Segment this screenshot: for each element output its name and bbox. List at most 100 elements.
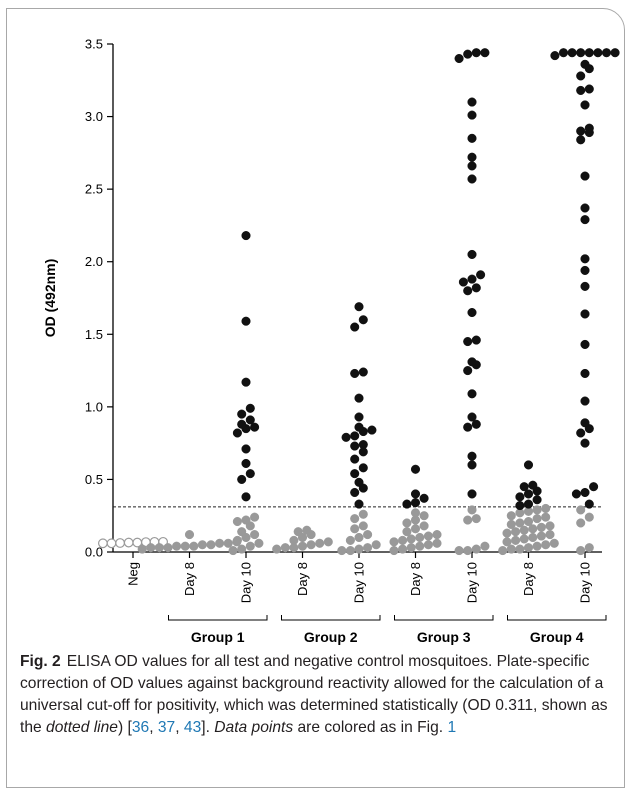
- data-point: [458, 277, 468, 287]
- data-point: [506, 511, 516, 521]
- data-point: [471, 514, 481, 524]
- data-point: [245, 469, 255, 479]
- data-point: [354, 422, 364, 432]
- data-point: [580, 309, 590, 319]
- y-tick-label: 0.0: [85, 545, 103, 560]
- data-point: [463, 515, 473, 525]
- data-point: [358, 463, 368, 473]
- x-tick-label: Day 10: [578, 562, 593, 603]
- data-point: [97, 538, 108, 549]
- data-point: [358, 521, 368, 531]
- data-point: [323, 537, 333, 547]
- data-point: [523, 543, 534, 553]
- data-point: [471, 48, 481, 58]
- data-point: [467, 307, 477, 318]
- citation-link[interactable]: 37: [157, 719, 176, 736]
- data-point: [589, 482, 599, 492]
- caption-italic: Data points: [214, 719, 294, 736]
- x-tick-label: Day 8: [521, 562, 536, 596]
- data-point: [584, 84, 594, 94]
- data-point: [502, 537, 512, 547]
- data-point: [467, 451, 477, 461]
- data-point: [571, 489, 581, 499]
- data-point: [354, 393, 364, 403]
- data-point: [467, 161, 477, 171]
- data-point: [528, 532, 538, 543]
- data-point: [454, 53, 464, 64]
- data-point: [576, 545, 586, 556]
- data-point: [576, 135, 586, 145]
- group-label: Group 1: [191, 629, 245, 645]
- data-point: [541, 512, 551, 522]
- data-point: [350, 368, 360, 379]
- data-point: [467, 174, 477, 184]
- y-axis-title: OD (492nm): [42, 259, 58, 338]
- data-point: [410, 524, 421, 534]
- data-point: [580, 171, 590, 181]
- data-point: [523, 460, 534, 470]
- data-point: [467, 97, 477, 107]
- data-point: [506, 519, 516, 529]
- data-point: [146, 543, 156, 553]
- data-point: [580, 254, 590, 264]
- data-point: [532, 505, 542, 515]
- data-point: [584, 123, 594, 133]
- data-point: [350, 454, 360, 464]
- data-point: [358, 315, 368, 325]
- data-point: [580, 438, 590, 448]
- data-point: [410, 508, 421, 518]
- data-point: [306, 540, 316, 550]
- data-point: [515, 518, 525, 528]
- data-point: [523, 516, 534, 527]
- data-point: [367, 425, 377, 435]
- data-point: [467, 357, 477, 367]
- data-point: [580, 487, 590, 498]
- data-point: [580, 59, 590, 69]
- data-point: [463, 49, 473, 59]
- data-point: [467, 460, 477, 470]
- citation-link[interactable]: 36: [131, 719, 150, 736]
- data-point: [189, 541, 199, 551]
- data-point: [511, 535, 521, 545]
- data-point: [467, 133, 477, 143]
- data-point: [402, 527, 412, 537]
- data-point: [350, 469, 360, 479]
- data-point: [519, 534, 529, 544]
- data-point: [250, 422, 260, 432]
- data-point: [297, 541, 308, 551]
- data-point: [184, 530, 195, 540]
- data-point: [354, 544, 364, 554]
- data-point: [237, 527, 247, 537]
- data-point: [471, 283, 481, 293]
- data-point: [237, 474, 247, 484]
- data-point: [576, 505, 586, 515]
- data-point: [432, 538, 442, 548]
- y-tick-label: 3.0: [85, 109, 103, 124]
- data-point: [467, 389, 477, 399]
- citation-link[interactable]: 43: [183, 719, 202, 736]
- data-point: [402, 499, 412, 509]
- data-point: [498, 545, 508, 556]
- figure-link[interactable]: 1: [447, 719, 457, 736]
- data-point: [576, 48, 586, 58]
- figure-label: Fig. 2: [20, 653, 61, 670]
- data-point: [363, 543, 373, 553]
- group-bracket: [281, 615, 381, 621]
- data-point: [419, 521, 429, 531]
- data-point: [480, 48, 490, 58]
- y-tick-label: 1.0: [85, 399, 103, 414]
- group-bracket: [507, 615, 607, 621]
- data-point: [502, 528, 512, 538]
- caption-text: ].: [201, 719, 215, 736]
- data-point: [541, 540, 551, 550]
- data-point: [593, 48, 603, 58]
- group-brackets: Group 1 Group 2 Group 3 Group 4: [168, 615, 607, 645]
- data-point: [580, 100, 590, 110]
- data-point: [237, 419, 247, 429]
- data-point: [410, 489, 421, 499]
- data-point: [245, 415, 255, 425]
- data-point: [354, 499, 364, 509]
- data-point: [580, 396, 590, 406]
- data-point: [228, 545, 238, 556]
- caption-text: ) [: [117, 719, 132, 736]
